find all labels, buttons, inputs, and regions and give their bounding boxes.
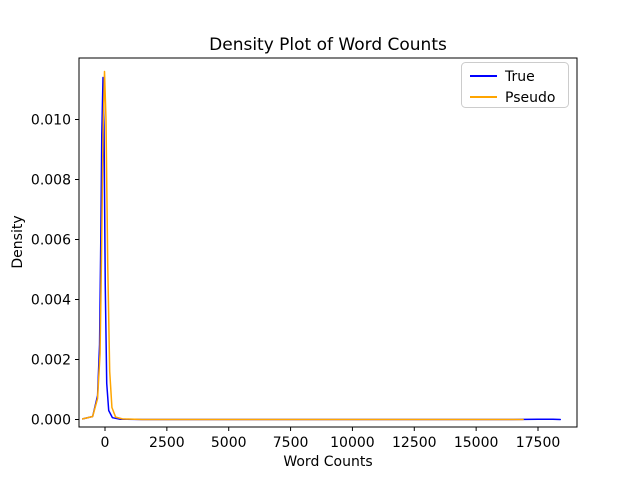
density-curve-true <box>81 76 562 421</box>
density-curve-pseudo <box>81 70 524 421</box>
legend: True Pseudo <box>461 62 569 108</box>
y-tick-label: 0.000 <box>31 413 71 429</box>
y-tick-label: 0.006 <box>31 233 71 249</box>
x-tick-label: 12500 <box>392 435 437 451</box>
x-tick-label: 7500 <box>273 435 309 451</box>
legend-label-pseudo: Pseudo <box>505 90 555 106</box>
legend-label-true: True <box>504 69 535 85</box>
x-axis-ticks: 0 2500 5000 7500 10000 12500 15000 17500 <box>101 427 561 451</box>
x-tick-label: 17500 <box>516 435 561 451</box>
x-tick-label: 5000 <box>211 435 247 451</box>
x-tick-label: 0 <box>101 435 110 451</box>
y-tick-label: 0.010 <box>31 113 71 129</box>
plot-area-border <box>78 57 578 428</box>
density-curves <box>81 70 562 421</box>
x-tick-label: 2500 <box>149 435 185 451</box>
chart-title: Density Plot of Word Counts <box>209 35 447 55</box>
y-axis-label: Density <box>10 215 26 268</box>
x-tick-label: 15000 <box>454 435 499 451</box>
x-tick-label: 10000 <box>330 435 375 451</box>
x-axis-label: Word Counts <box>283 454 372 470</box>
y-axis-ticks: 0.000 0.002 0.004 0.006 0.008 0.010 <box>31 113 79 429</box>
y-tick-label: 0.008 <box>31 173 71 189</box>
y-tick-label: 0.002 <box>31 353 71 369</box>
y-tick-label: 0.004 <box>31 293 71 309</box>
